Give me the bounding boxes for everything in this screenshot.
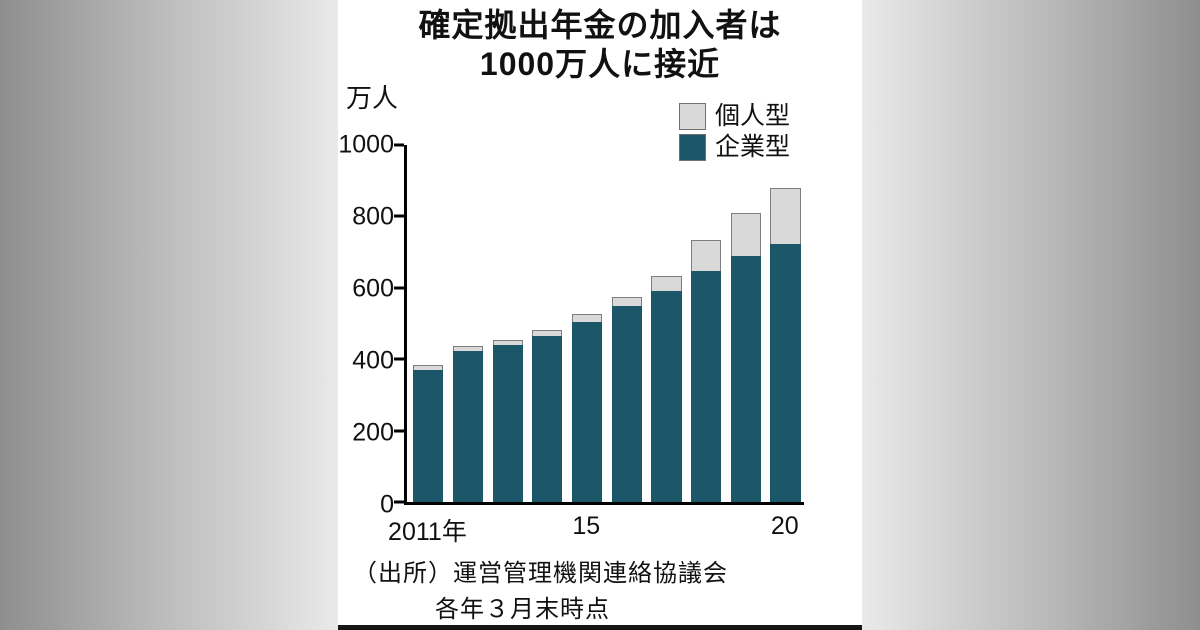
bar-2019: [730, 213, 761, 502]
y-tick-mark: [394, 214, 404, 218]
plot-wrap: 0 200 400 600 800 1000 個人型 企業型 2011年 15 20: [338, 103, 804, 546]
chart-title: 確定拠出年金の加入者は 1000万人に接近: [338, 6, 862, 84]
bar-segment-kojin: [691, 239, 722, 271]
y-tick-label: 1000: [338, 130, 394, 159]
bottom-divider: [338, 625, 862, 630]
y-tick-mark: [394, 500, 404, 504]
bar-segment-kojin: [571, 314, 603, 322]
legend-label-kojin: 個人型: [714, 102, 790, 130]
y-tick-label: 0: [380, 490, 394, 519]
bar-segment-kigyo: [770, 243, 801, 502]
chart-legend: 個人型 企業型: [678, 102, 790, 161]
bar-segment-kojin: [770, 188, 801, 244]
bar-2012: [452, 346, 484, 502]
y-tick-mark: [394, 429, 404, 433]
y-axis-labels: 0 200 400 600 800 1000: [338, 132, 404, 517]
chart-title-line1: 確定拠出年金の加入者は: [418, 7, 782, 43]
bar-segment-kigyo: [611, 306, 642, 502]
left-gradient-margin: [0, 0, 338, 630]
bar-segment-kojin: [452, 346, 484, 352]
x-tick-label: 20: [770, 512, 799, 540]
legend-item-kojin: 個人型: [678, 102, 790, 130]
right-gradient-margin: [862, 0, 1200, 630]
bar-segment-kigyo: [413, 369, 444, 502]
bar-segment-kigyo: [730, 256, 761, 502]
legend-label-kigyo: 企業型: [714, 133, 790, 161]
bar-2015: [571, 314, 603, 502]
bar-segment-kigyo: [452, 351, 484, 502]
y-tick-label: 800: [352, 202, 394, 231]
chart-panel: 確定拠出年金の加入者は 1000万人に接近 万人 0 200 400 600 800 10…: [338, 0, 862, 630]
legend-swatch-kojin: [678, 103, 706, 130]
y-tick-label: 600: [352, 274, 394, 303]
bar-segment-kojin: [532, 329, 563, 337]
bar-segment-kojin: [651, 275, 682, 292]
y-tick-label: 200: [352, 418, 394, 447]
x-tick-label: 2011年: [388, 518, 467, 546]
legend-swatch-kigyo: [678, 134, 706, 161]
bar-segment-kojin: [413, 364, 444, 370]
y-tick-label: 400: [352, 346, 394, 375]
x-tick-label: 15: [572, 512, 601, 540]
bar-segment-kigyo: [492, 345, 523, 502]
plot-area: 個人型 企業型 2011年 15 20: [388, 103, 804, 546]
bar-segment-kojin: [492, 339, 523, 346]
y-tick-mark: [394, 143, 404, 147]
bar-2020: [770, 188, 801, 502]
bar-segment-kigyo: [571, 321, 603, 502]
bar-2018: [691, 239, 722, 502]
bar-segment-kigyo: [532, 336, 563, 502]
y-tick-mark: [394, 286, 404, 290]
y-axis-unit-label: 万人: [346, 83, 399, 113]
y-tick-mark: [394, 357, 404, 361]
bar-segment-kigyo: [691, 270, 722, 502]
bar-2013: [492, 339, 523, 502]
legend-item-kigyo: 企業型: [678, 133, 790, 161]
source-text: （出所）運営管理機関連絡協議会: [353, 560, 728, 587]
note-text: 各年３月末時点: [435, 596, 610, 623]
bar-2011: [413, 364, 444, 502]
chart-title-line2: 1000万人に接近: [479, 46, 721, 83]
bar-segment-kojin: [730, 213, 761, 257]
bar-2017: [651, 275, 682, 502]
bar-segment-kojin: [611, 297, 642, 307]
bar-2016: [611, 297, 642, 502]
bar-segment-kigyo: [651, 291, 682, 502]
bar-2014: [532, 329, 563, 502]
